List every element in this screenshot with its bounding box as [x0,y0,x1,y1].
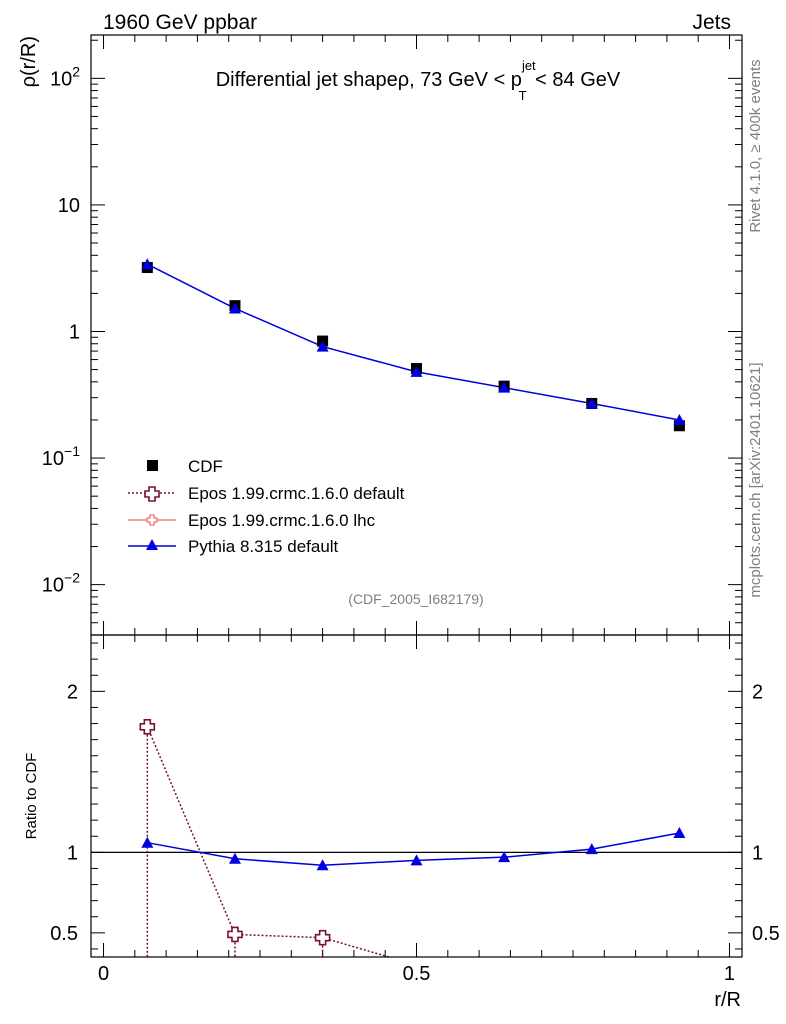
ratio-y-tick-label-right: 2 [752,681,763,703]
main-y-tick-label: 10−2 [42,570,80,597]
header-process-label: Jets [692,11,731,34]
pythia-ratio-point [228,852,241,864]
legend-label-cdf: CDF [188,457,223,476]
main-title-tail: < 84 GeV [530,69,621,91]
legend: CDF Epos 1.99.crmc.1.6.0 default Epos 1.… [128,457,405,556]
pythia-ratio-point [141,836,154,848]
main-y-tick-label: 1 [69,321,80,343]
x-axis-label: r/R [714,989,741,1011]
legend-label-pythia: Pythia 8.315 default [188,537,339,556]
main-title-subscript: T [519,88,527,103]
legend-label-epos-lhc: Epos 1.99.crmc.1.6.0 lhc [188,511,376,530]
pythia-ratio-point [673,827,686,839]
main-title-superscript: jet [521,58,536,73]
legend-marker-cdf [147,460,158,471]
pythia-data-point [673,413,686,425]
epos-default-ratio-point [227,926,243,943]
ratio-panel: 0.5 0.5 1 1 2 2 0 0.5 1 Ratio to CDF r/R [23,634,780,1011]
cdf-data-point [673,420,685,432]
legend-marker-epos-lhc [146,514,158,526]
ratio-panel-frame [90,634,743,958]
main-y-tick-label-exponent: −1 [64,443,80,459]
main-y-tick-label-base: 10 [42,448,64,470]
epos-default-ratio-line [146,726,392,957]
pythia-data-point [316,340,329,352]
ratio-y-tick-label-left: 2 [67,681,78,703]
x-tick-label: 0.5 [403,963,431,985]
pythia-data-point [141,258,154,270]
analysis-watermark: (CDF_2005_I682179) [348,591,483,607]
legend-marker-epos-default [144,486,160,502]
x-tick-label: 1 [724,963,735,985]
pythia-ratio-point [316,859,329,871]
ratio-y-tick-label-right: 1 [752,842,763,864]
pythia-ratio-point [585,843,598,855]
pythia-data-point [228,302,241,314]
main-y-tick-label: 102 [50,63,80,90]
pythia-ratio-point [410,854,423,866]
main-y-tick-label-base: 10 [50,68,72,90]
main-y-axis-label: ρ(r/R) [18,36,40,87]
pythia-data-point [410,365,423,377]
mcplots-credit-label: mcplots.cern.ch [arXiv:2401.10621] [747,362,764,597]
ratio-y-tick-label-right: 0.5 [752,923,780,945]
ratio-clipped-group [139,718,686,957]
x-tick-label: 0 [98,963,109,985]
main-title-text: Differential jet shapeρ, 73 GeV < p [216,69,522,91]
pythia-main-series-line [146,263,680,421]
ratio-y-tick-label-left: 1 [67,842,78,864]
pythia-data-point [585,397,598,409]
main-y-tick-label: 10−1 [42,443,80,470]
main-title: Differential jet shapeρ, 73 GeV < pjet T … [216,58,621,103]
epos-default-ratio-point [139,718,156,735]
legend-label-epos-default: Epos 1.99.crmc.1.6.0 default [188,484,405,503]
main-y-tick-label-base: 10 [58,195,80,217]
rivet-version-label: Rivet 4.1.0, ≥ 400k events [747,59,764,232]
legend-marker-pythia [146,539,158,550]
main-y-tick-label: 10 [58,195,80,217]
main-y-tick-label-exponent: −2 [64,570,80,586]
ratio-y-axis-label: Ratio to CDF [23,753,40,840]
pythia-ratio-point [498,851,511,863]
main-y-tick-label-base: 10 [42,575,64,597]
main-y-tick-label-base: 1 [69,321,80,343]
ratio-y-tick-label-left: 0.5 [50,923,78,945]
main-y-tick-label-exponent: 2 [72,63,80,79]
header-collision-label: 1960 GeV ppbar [103,11,257,34]
epos-default-ratio-point [314,929,331,946]
pythia-data-point [498,381,511,393]
